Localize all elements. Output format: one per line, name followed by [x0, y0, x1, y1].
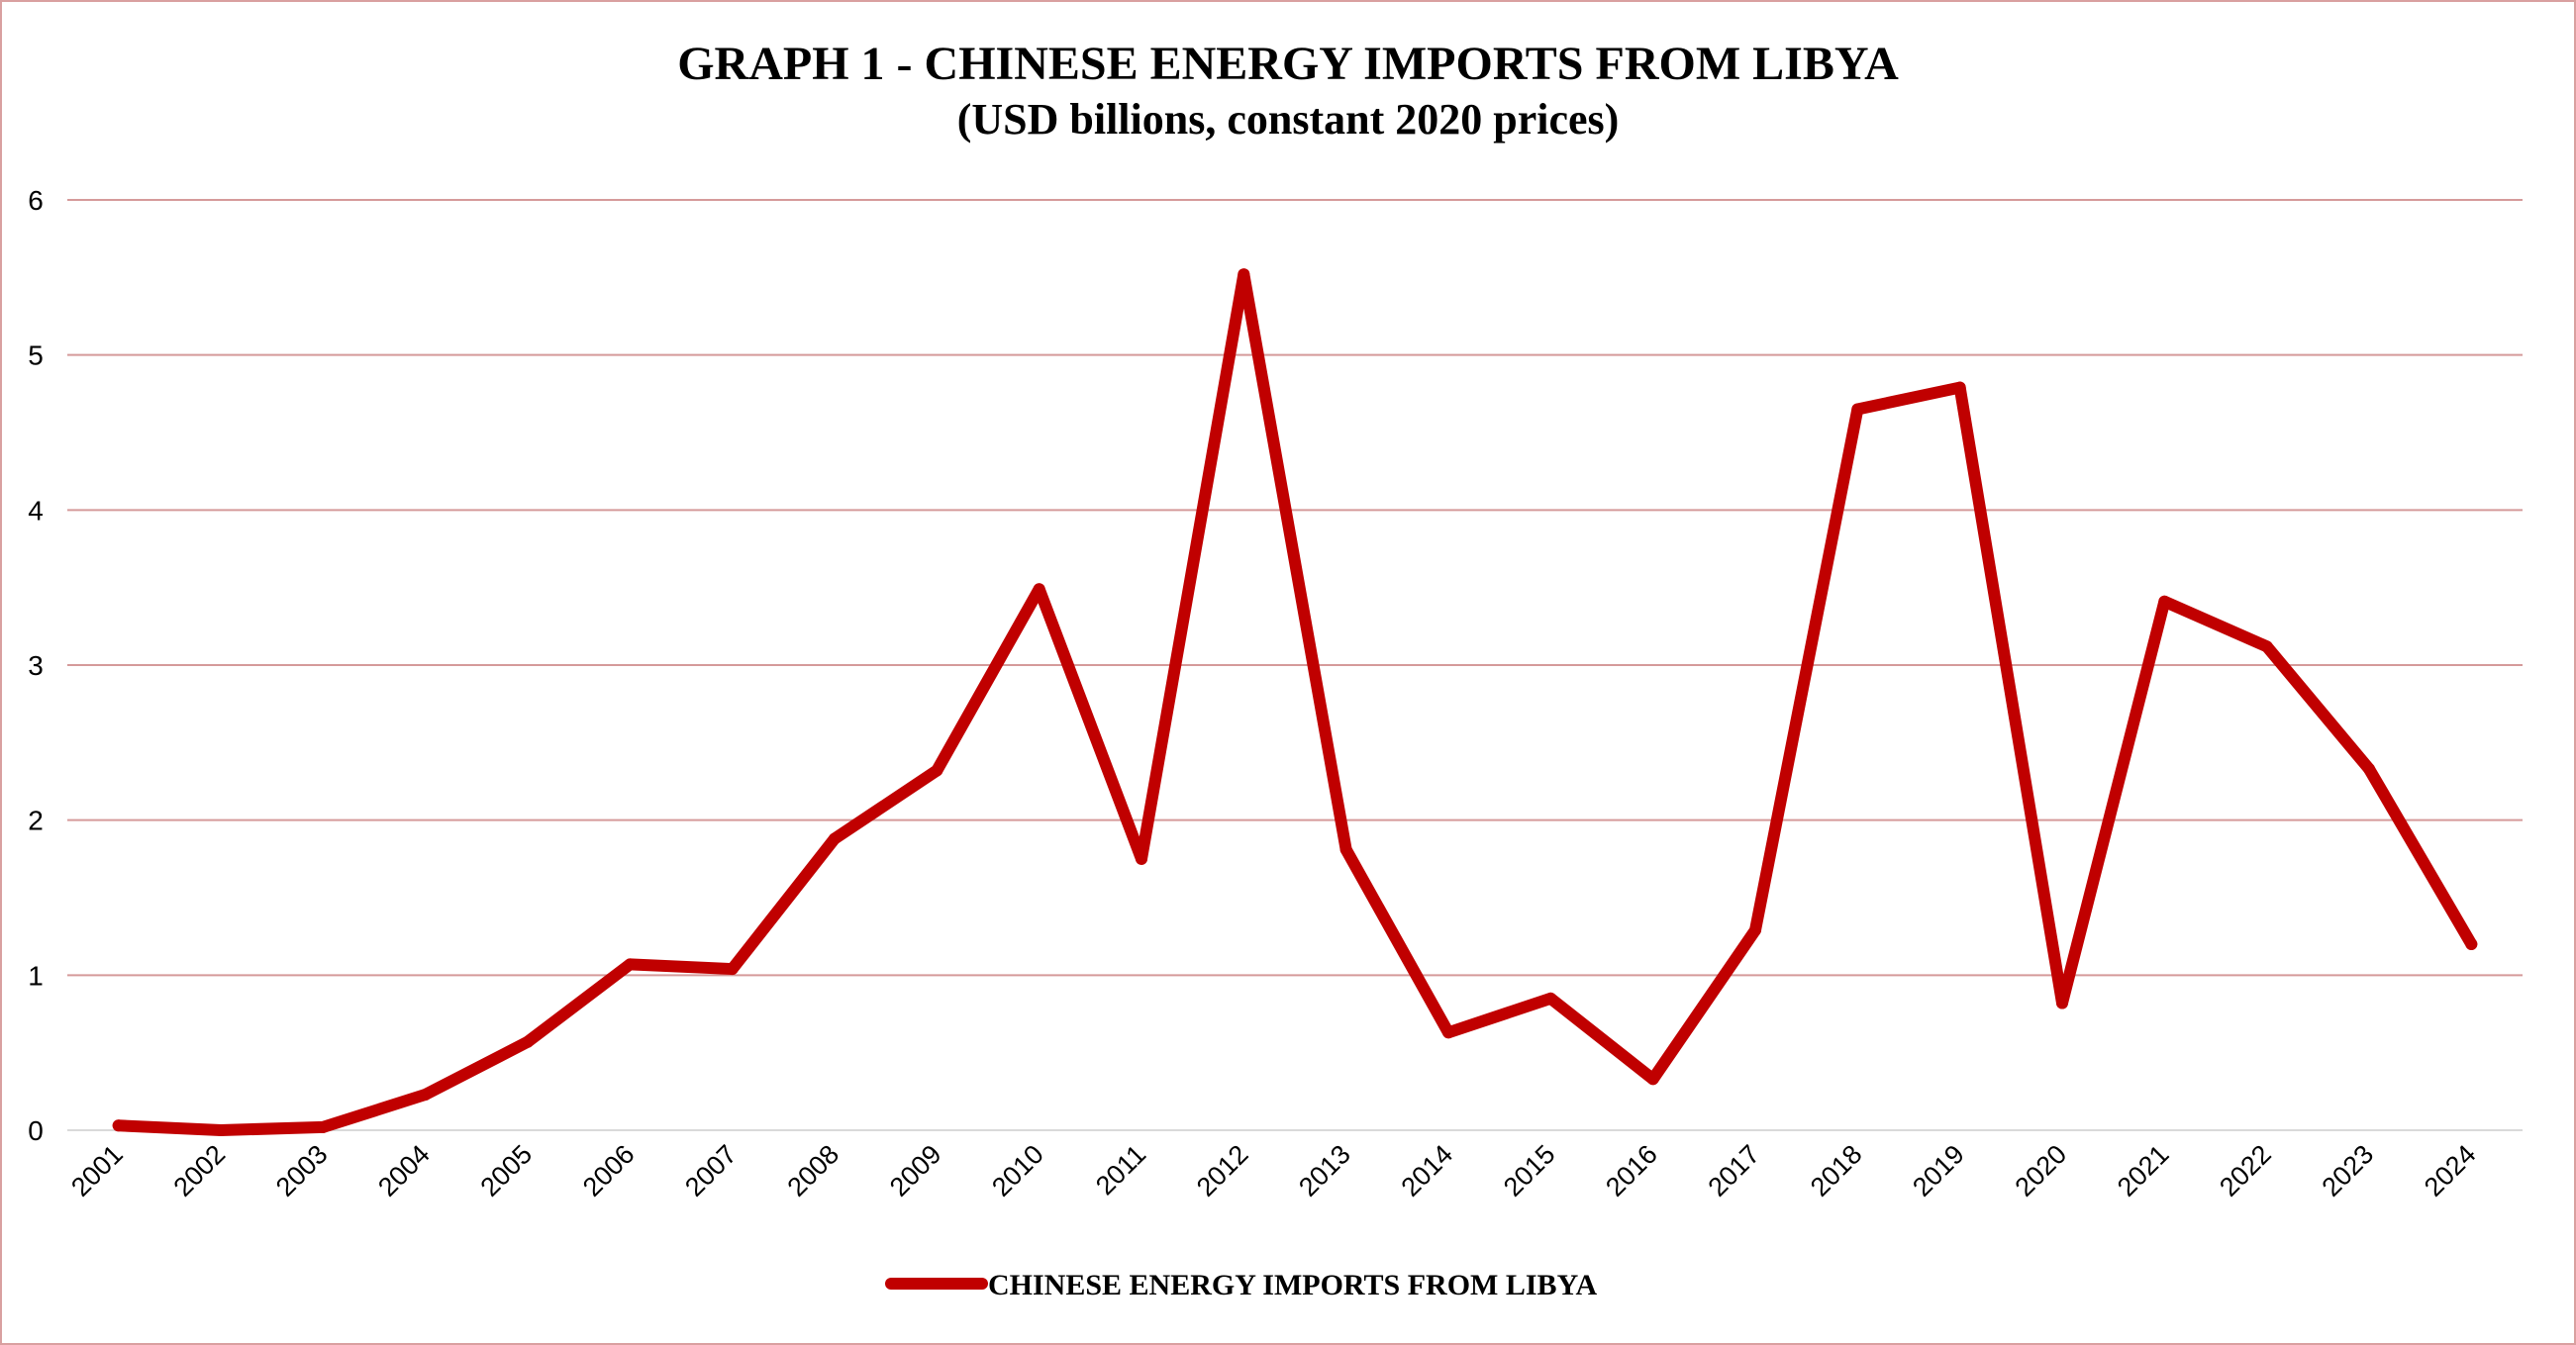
y-tick-label: 0 [28, 1115, 44, 1146]
x-tick-label: 2022 [2214, 1139, 2277, 1202]
legend-label: CHINESE ENERGY IMPORTS FROM LIBYA [988, 1269, 1597, 1301]
y-axis-ticks: 0 1 2 3 4 5 6 [28, 185, 44, 1146]
x-tick-label: 2023 [2317, 1139, 2380, 1202]
y-tick-label: 1 [28, 960, 44, 991]
data-point-2004 [419, 1088, 432, 1101]
data-point-2003 [317, 1120, 330, 1133]
data-point-2005 [522, 1035, 534, 1048]
series-layer [112, 268, 2478, 1136]
x-tick-label: 2004 [372, 1139, 436, 1202]
data-point-2022 [2260, 640, 2273, 653]
x-tick-label: 2009 [884, 1139, 947, 1202]
data-point-2007 [726, 963, 739, 976]
y-tick-label: 3 [28, 650, 44, 681]
gridlines [67, 199, 2523, 1131]
data-point-2009 [931, 764, 943, 777]
data-point-2024 [2465, 938, 2478, 950]
x-tick-label: 2018 [1805, 1139, 1868, 1202]
x-tick-label: 2002 [168, 1139, 232, 1202]
x-tick-label: 2005 [475, 1139, 539, 1202]
y-tick-label: 2 [28, 806, 44, 836]
x-tick-label: 2016 [1600, 1139, 1663, 1202]
data-point-2014 [1442, 1026, 1454, 1039]
data-point-2001 [112, 1119, 125, 1132]
chart-title: GRAPH 1 - CHINESE ENERGY IMPORTS FROM LI… [677, 38, 1899, 90]
data-point-2002 [215, 1124, 227, 1136]
data-point-2011 [1136, 852, 1147, 865]
legend: CHINESE ENERGY IMPORTS FROM LIBYA [885, 1269, 1597, 1301]
data-point-2023 [2363, 762, 2375, 775]
x-tick-label: 2006 [577, 1139, 641, 1202]
data-point-2015 [1544, 992, 1557, 1005]
x-tick-label: 2021 [2112, 1139, 2175, 1202]
x-tick-label: 2013 [1293, 1139, 1356, 1202]
y-tick-label: 6 [28, 185, 44, 216]
x-tick-label: 2019 [1907, 1139, 1970, 1202]
x-tick-label: 2017 [1703, 1139, 1766, 1202]
x-tick-label: 2001 [65, 1139, 129, 1202]
series-line-0 [112, 268, 2478, 1136]
data-point-2019 [1953, 381, 1966, 394]
data-point-2013 [1339, 843, 1352, 856]
data-point-2017 [1749, 923, 1761, 936]
x-tick-label: 2014 [1396, 1139, 1459, 1202]
data-point-2006 [624, 958, 637, 971]
x-tick-label: 2003 [270, 1139, 334, 1202]
data-point-2018 [1851, 403, 1864, 416]
data-point-2010 [1033, 583, 1045, 596]
chart-subtitle: (USD billions, constant 2020 prices) [957, 95, 1620, 144]
x-tick-label: 2015 [1498, 1139, 1561, 1202]
data-point-2008 [829, 832, 841, 845]
x-tick-label: 2010 [986, 1139, 1049, 1202]
y-tick-label: 4 [28, 495, 44, 526]
x-axis-ticks: 2001 2002 2003 2004 2005 2006 2007 2008 2009 2010… [65, 1139, 2481, 1202]
x-tick-label: 2008 [782, 1139, 845, 1202]
x-tick-label: 2020 [2010, 1139, 2073, 1202]
x-tick-label: 2024 [2419, 1139, 2482, 1202]
data-point-2016 [1646, 1073, 1659, 1086]
x-tick-label: 2012 [1191, 1139, 1254, 1202]
x-tick-label: 2007 [679, 1139, 743, 1202]
y-tick-label: 5 [28, 340, 44, 371]
data-point-2020 [2056, 997, 2068, 1009]
x-tick-label: 2011 [1090, 1139, 1151, 1201]
data-point-2012 [1238, 268, 1250, 281]
data-point-2021 [2158, 595, 2171, 608]
